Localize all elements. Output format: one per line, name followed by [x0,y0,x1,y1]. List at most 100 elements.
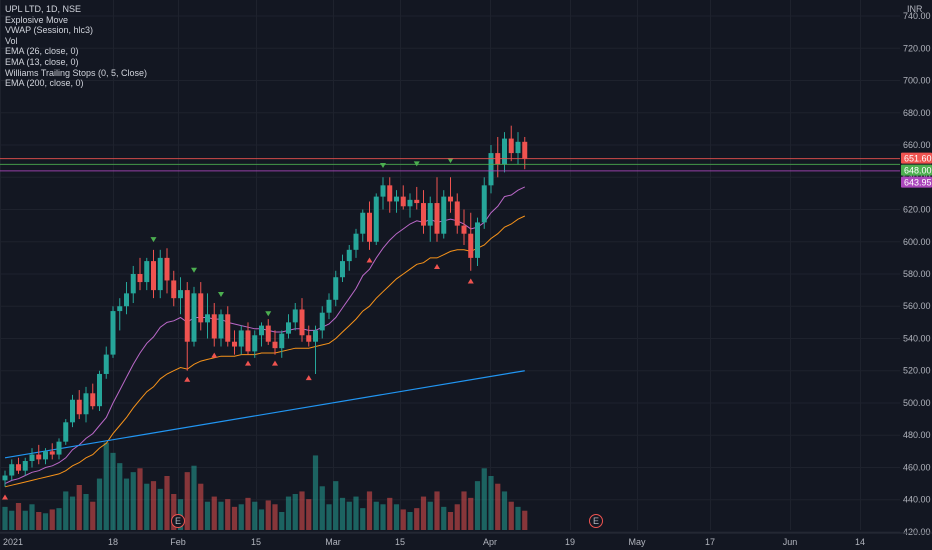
legend-ema-13[interactable]: EMA (13, close, 0) [5,56,79,67]
volume-bar [488,476,494,530]
price-badge [901,152,932,164]
volume-bar [63,491,69,530]
volume-bar [29,504,35,530]
volume-bar [387,497,393,530]
candle-body [448,196,453,202]
volume-bar [76,485,82,530]
ema-lines [4,186,526,488]
volume-bar [272,504,278,530]
earnings-icon[interactable] [589,514,603,528]
stop-marker-up [211,352,218,358]
candle-body [414,199,420,204]
volume-bar [191,465,197,530]
candle-body [488,153,494,186]
volume-bar [22,510,28,530]
volume-bar [319,486,325,530]
volume-bar [36,512,42,530]
candle-body [191,293,197,342]
candle-body [157,257,163,291]
candle-body [198,293,204,323]
symbol-title[interactable]: UPL LTD, 1D, NSE [5,4,82,14]
legend-vwap[interactable]: VWAP (Session, hlc3) [5,25,94,36]
candle-body [367,212,372,242]
volume-bar [441,506,447,530]
x-tick-label: 14 [855,537,865,547]
candle-body [286,322,291,334]
candle-body [43,451,48,460]
candle-body [387,185,393,202]
y-tick-label: 540.00 [903,333,931,343]
candle-body [211,314,217,339]
volume-bar [407,512,413,530]
stop-marker-down [191,267,197,273]
volume-bar [171,494,177,530]
volume-bar [279,512,285,530]
time-axis[interactable]: 2021 18 Feb 15 Mar 15 Apr 19 May 17 Jun 14 [0,532,932,547]
stop-marker-down [380,162,386,168]
legend-explosive-move[interactable]: Explosive Move [5,14,69,25]
volume-bar [447,512,454,530]
legend-ema-200[interactable]: EMA (200, close, 0) [5,78,84,89]
volume-bar [184,472,190,530]
legend-williams-stops[interactable]: Williams Trailing Stops (0, 5, Close) [5,67,148,78]
price-badge-label: 643.95 [904,178,932,188]
volume-bar [238,504,244,530]
candle-body [279,333,285,349]
candle-body [319,312,325,331]
candle-body [502,138,507,165]
volume-bar [225,499,231,530]
stop-markers [2,158,474,500]
candle-body [441,196,447,234]
price-badge-label: 651.60 [904,154,932,164]
candle-body [137,274,143,283]
candle-body [117,306,123,312]
candle-body [475,222,480,258]
candle-body [454,201,460,226]
candle-body [340,261,345,278]
volume-bar [103,442,109,530]
volume-bar [218,501,224,530]
candle-body [400,196,406,207]
volume-bar [69,496,76,530]
volume-bar [9,510,15,530]
candle-body [360,212,366,234]
x-tick-label: Jun [783,537,798,547]
stop-marker-up [2,494,8,500]
volume-bar [15,503,22,530]
legend-ema-26[interactable]: EMA (26, close, 0) [5,46,79,57]
candle-body [326,299,332,313]
volume-bar [49,509,55,530]
y-tick-label: 720.00 [903,43,931,53]
volume-bar [501,491,508,530]
candles [2,125,528,487]
candle-body [110,311,116,355]
volume-bar [495,483,501,530]
legend-vol[interactable]: Vol [5,35,18,46]
earnings-icon[interactable] [171,514,185,528]
volume-bar [231,506,238,530]
candle-body [164,257,170,281]
price-axis[interactable]: 420.00 440.00 460.00 480.00 500.00 520.00 540.… [901,4,932,537]
x-tick-label: 19 [565,537,575,547]
price-badge [901,164,932,176]
x-tick-label: 17 [705,537,715,547]
y-tick-label: 580.00 [903,269,931,279]
stop-marker-up [366,257,373,263]
y-tick-label: 660.00 [903,140,931,150]
candle-body [36,454,42,460]
y-tick-label: 600.00 [903,237,931,247]
candle-body [22,461,28,471]
volume-bar [265,500,271,530]
volume-bar [474,481,481,530]
x-tick-label: 15 [251,537,261,547]
volume-bars [2,442,528,530]
price-badge [901,176,932,188]
candle-body [259,325,264,336]
volume-bar [468,497,474,530]
price-badge-label: 648.00 [904,166,932,176]
volume-bar [211,496,217,530]
currency-label: INR [907,4,923,14]
